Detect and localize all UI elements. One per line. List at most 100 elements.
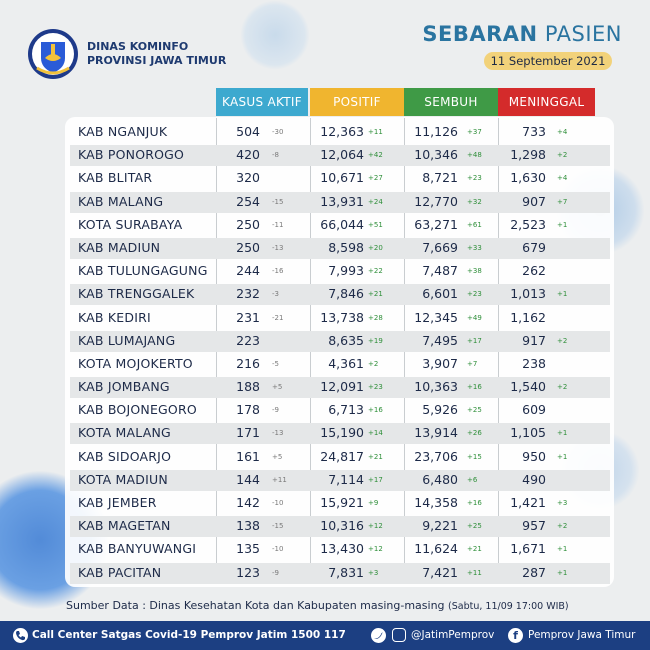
kasus-aktif-value: 216 [236,355,260,371]
meninggal-change: +2 [557,522,568,531]
table-row: KAB LUMAJANG 223 8,635 +19 7,495 +17 917 +2 [70,330,610,353]
region-name: KAB PACITAN [78,564,162,580]
sembuh-change: +6 [467,475,478,484]
sembuh-change: +7 [467,359,478,368]
meninggal-change: +7 [557,197,568,206]
sembuh-value: 6,601 [422,286,458,302]
kasus-aktif-change: -16 [272,267,284,276]
meninggal-value: 917 [522,332,546,348]
sembuh-value: 8,721 [422,170,458,186]
positif-value: 4,361 [328,355,364,371]
positif-change: +12 [368,545,383,554]
meninggal-value: 609 [522,402,546,418]
positif-value: 15,921 [320,495,364,510]
kasus-aktif-change: -15 [272,197,284,206]
table-row: KAB BLITAR 320 10,671 +27 8,721 +23 1,630 +4 [70,167,610,190]
header: DINAS KOMINFO PROVINSI JAWA TIMUR SEBARA… [0,0,650,95]
positif-value: 12,091 [320,379,364,395]
row-background [70,562,610,584]
facebook-page[interactable]: Pemprov Jawa Timur [528,629,636,641]
meninggal-change: +1 [557,429,568,438]
positif-change: +12 [368,522,383,531]
page-title: SEBARAN PASIEN [422,22,622,46]
social-handle[interactable]: @JatimPemprov [411,629,495,641]
kasus-aktif-value: 123 [236,564,260,580]
table-row: KAB MALANG 254 -15 13,931 +24 12,770 +32 907 +7 [70,191,610,214]
kasus-aktif-value: 188 [236,379,260,395]
org-line-2: PROVINSI JAWA TIMUR [87,54,227,67]
sembuh-change: +61 [467,220,482,229]
row-background [70,237,610,259]
positif-value: 12,363 [320,124,364,139]
sembuh-value: 14,358 [414,495,458,510]
meninggal-value: 1,671 [510,541,546,557]
kasus-aktif-value: 135 [236,541,260,557]
kasus-aktif-change: +5 [272,383,283,392]
kasus-aktif-change: -13 [272,429,284,438]
meninggal-value: 238 [522,355,546,371]
positif-value: 7,114 [328,471,364,487]
facebook-icon[interactable]: f [508,628,523,643]
title-bold: SEBARAN [422,22,538,46]
column-header-sembuh: SEMBUH [404,88,498,116]
kasus-aktif-value: 138 [236,518,260,534]
sembuh-change: +23 [467,174,482,183]
positif-change: +21 [368,452,383,461]
meninggal-change: +1 [557,290,568,299]
table-row: KOTA MALANG 171 -13 15,190 +14 13,914 +26 1,105… [70,422,610,445]
kasus-aktif-change: -9 [272,568,279,577]
virus-decoration-icon [240,0,310,70]
meninggal-change: +4 [557,174,568,183]
meninggal-change: +4 [557,128,568,136]
kasus-aktif-value: 171 [236,425,260,441]
meninggal-value: 950 [522,448,546,464]
kasus-aktif-change: -10 [272,499,284,507]
region-name: KAB JOMBANG [78,379,170,395]
positif-change: +14 [368,429,383,438]
organization-name: DINAS KOMINFO PROVINSI JAWA TIMUR [87,40,226,68]
region-name: KAB MADIUN [78,239,161,255]
sembuh-value: 7,421 [422,564,458,580]
table-row: KAB PACITAN 123 -9 7,831 +3 7,421 +11 287 +1 [70,562,610,585]
call-center-text: Call Center Satgas Covid-19 Pemprov Jati… [32,629,346,641]
instagram-icon[interactable] [392,628,406,642]
meninggal-change: +1 [557,568,568,577]
positif-change: +16 [368,406,383,415]
table-row: KAB JEMBER 142 -10 15,921 +9 14,358 +16 1,421 +3 [70,492,610,515]
meninggal-change: +1 [557,452,568,461]
kasus-aktif-change: +5 [272,452,283,461]
sembuh-value: 10,363 [414,379,458,395]
positif-change: +22 [368,267,383,276]
meninggal-value: 490 [522,471,546,487]
region-name: KAB TRENGGALEK [78,286,195,302]
kasus-aktif-change: -15 [272,522,284,531]
east-java-crest-icon [27,28,79,80]
sembuh-value: 23,706 [414,448,458,464]
meninggal-value: 679 [522,239,546,255]
sembuh-change: +16 [467,499,482,507]
positif-change: +28 [368,313,383,322]
meninggal-value: 1,105 [510,425,546,441]
positif-change: +19 [368,336,383,345]
positif-change: +27 [368,174,383,183]
kasus-aktif-change: -8 [272,151,279,160]
sembuh-change: +23 [467,290,482,299]
sembuh-value: 7,487 [422,263,458,279]
region-name: KAB NGANJUK [78,124,168,139]
kasus-aktif-change: -10 [272,545,284,554]
region-name: KOTA MADIUN [78,471,168,487]
table-row: KAB JOMBANG 188 +5 12,091 +23 10,363 +16 1,540 +… [70,376,610,399]
positif-change: +3 [368,568,379,577]
positif-change: +23 [368,383,383,392]
region-name: KAB JEMBER [78,495,157,510]
kasus-aktif-change: -3 [272,290,279,299]
twitter-icon[interactable] [371,628,386,643]
positif-value: 7,993 [328,263,364,279]
sembuh-change: +26 [467,429,482,438]
kasus-aktif-change: -11 [272,220,284,229]
positif-value: 10,316 [320,518,364,534]
row-background [70,145,610,167]
region-name: KAB TULUNGAGUNG [78,263,208,279]
kasus-aktif-value: 232 [236,286,260,302]
meninggal-value: 1,540 [510,379,546,395]
